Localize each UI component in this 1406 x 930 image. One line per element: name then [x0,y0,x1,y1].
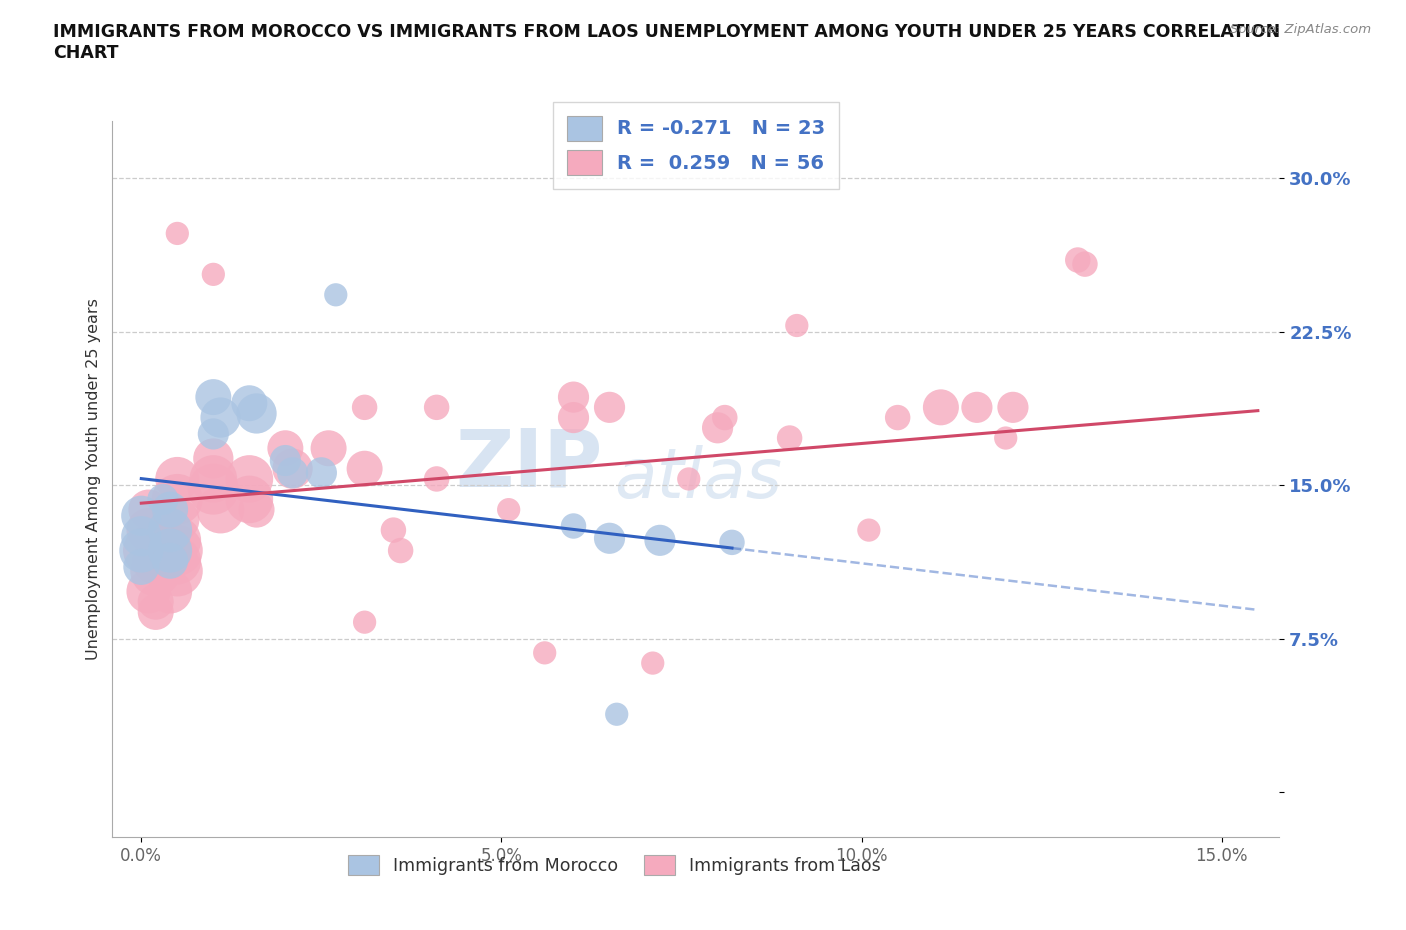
Point [274,453,297,468]
Point [238,492,260,507]
Point [858,523,880,538]
Point [138,543,160,558]
Point [325,287,347,302]
Point [599,400,621,415]
Point [382,523,405,538]
Point [145,594,167,609]
Point [202,482,225,497]
Point [721,535,744,550]
Point [886,410,908,425]
Point [648,533,671,548]
Point [562,410,585,425]
Point [786,318,808,333]
Point [202,427,225,442]
Point [533,645,555,660]
Point [274,441,297,456]
Point [678,472,700,486]
Point [166,553,188,568]
Point [706,420,728,435]
Text: Source: ZipAtlas.com: Source: ZipAtlas.com [1230,23,1371,36]
Legend: Immigrants from Morocco, Immigrants from Laos: Immigrants from Morocco, Immigrants from… [340,848,887,882]
Point [606,707,628,722]
Point [159,523,181,538]
Point [245,502,267,517]
Point [145,604,167,619]
Point [145,553,167,568]
Point [779,431,801,445]
Point [152,492,174,507]
Point [166,492,188,507]
Point [562,519,585,534]
Point [166,533,188,548]
Point [353,400,375,415]
Point [159,502,181,517]
Point [318,441,340,456]
Point [166,226,188,241]
Y-axis label: Unemployment Among Youth under 25 years: Unemployment Among Youth under 25 years [86,298,101,660]
Point [1001,400,1024,415]
Point [966,400,988,415]
Point [713,410,735,425]
Point [238,396,260,411]
Text: IMMIGRANTS FROM MOROCCO VS IMMIGRANTS FROM LAOS UNEMPLOYMENT AMONG YOUTH UNDER 2: IMMIGRANTS FROM MOROCCO VS IMMIGRANTS FR… [53,23,1281,62]
Point [138,523,160,538]
Point [353,615,375,630]
Point [202,451,225,466]
Point [353,461,375,476]
Point [166,472,188,486]
Point [202,390,225,405]
Point [138,502,160,517]
Point [562,390,585,405]
Point [166,512,188,527]
Text: ZIP: ZIP [456,426,603,504]
Point [159,584,181,599]
Point [1074,257,1097,272]
Point [498,502,520,517]
Point [129,560,152,575]
Point [641,656,664,671]
Point [238,472,260,486]
Point [202,472,225,486]
Text: atlas: atlas [614,445,782,512]
Point [1067,253,1090,268]
Point [159,543,181,558]
Point [202,267,225,282]
Point [281,461,304,476]
Point [166,543,188,558]
Point [129,543,152,558]
Point [138,584,160,599]
Point [145,564,167,578]
Point [599,531,621,546]
Point [426,400,449,415]
Point [159,553,181,568]
Point [281,465,304,480]
Point [426,472,449,486]
Point [209,410,232,425]
Point [311,465,333,480]
Point [209,502,232,517]
Point [389,543,412,558]
Point [129,509,152,524]
Point [994,431,1017,445]
Point [166,564,188,578]
Point [929,400,952,415]
Point [245,406,267,421]
Point [129,529,152,544]
